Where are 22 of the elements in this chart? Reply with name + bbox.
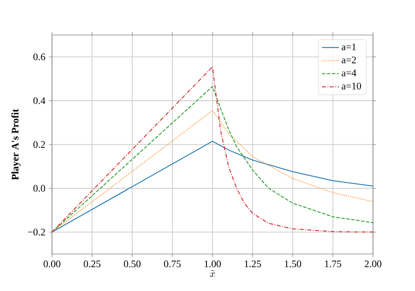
legend-label: a=4 bbox=[342, 70, 356, 76]
x-tick-label: 0.00 bbox=[44, 260, 60, 268]
y-tick-label: −0.2 bbox=[28, 228, 45, 236]
line-series bbox=[52, 140, 373, 233]
y-tick-label: 0.6 bbox=[33, 54, 46, 60]
x-axis-title: $\tilde{x}$ bbox=[210, 270, 215, 277]
x-tick-label: 1.00 bbox=[204, 260, 221, 268]
legend-label: a=10 bbox=[342, 82, 362, 90]
x-tick-label: 0.75 bbox=[164, 260, 181, 268]
x-tick-label: 2.00 bbox=[364, 260, 382, 268]
y-tick-label: 0.4 bbox=[33, 97, 46, 104]
legend-label: a=2 bbox=[342, 56, 356, 64]
y-axis-title: Player A's Profit bbox=[11, 108, 21, 180]
y-tick-label: 0.0 bbox=[33, 184, 46, 192]
x-tick-label: 0.50 bbox=[124, 260, 141, 268]
x-tick-label: 1.50 bbox=[284, 260, 302, 268]
x-tick-label: 1.25 bbox=[244, 260, 261, 268]
legend-label: a=1 bbox=[342, 44, 356, 50]
x-tick-label: 1.75 bbox=[325, 260, 342, 268]
line-series bbox=[52, 110, 373, 233]
x-tick-label: 0.25 bbox=[84, 260, 100, 268]
y-tick-label: 0.2 bbox=[33, 141, 45, 148]
